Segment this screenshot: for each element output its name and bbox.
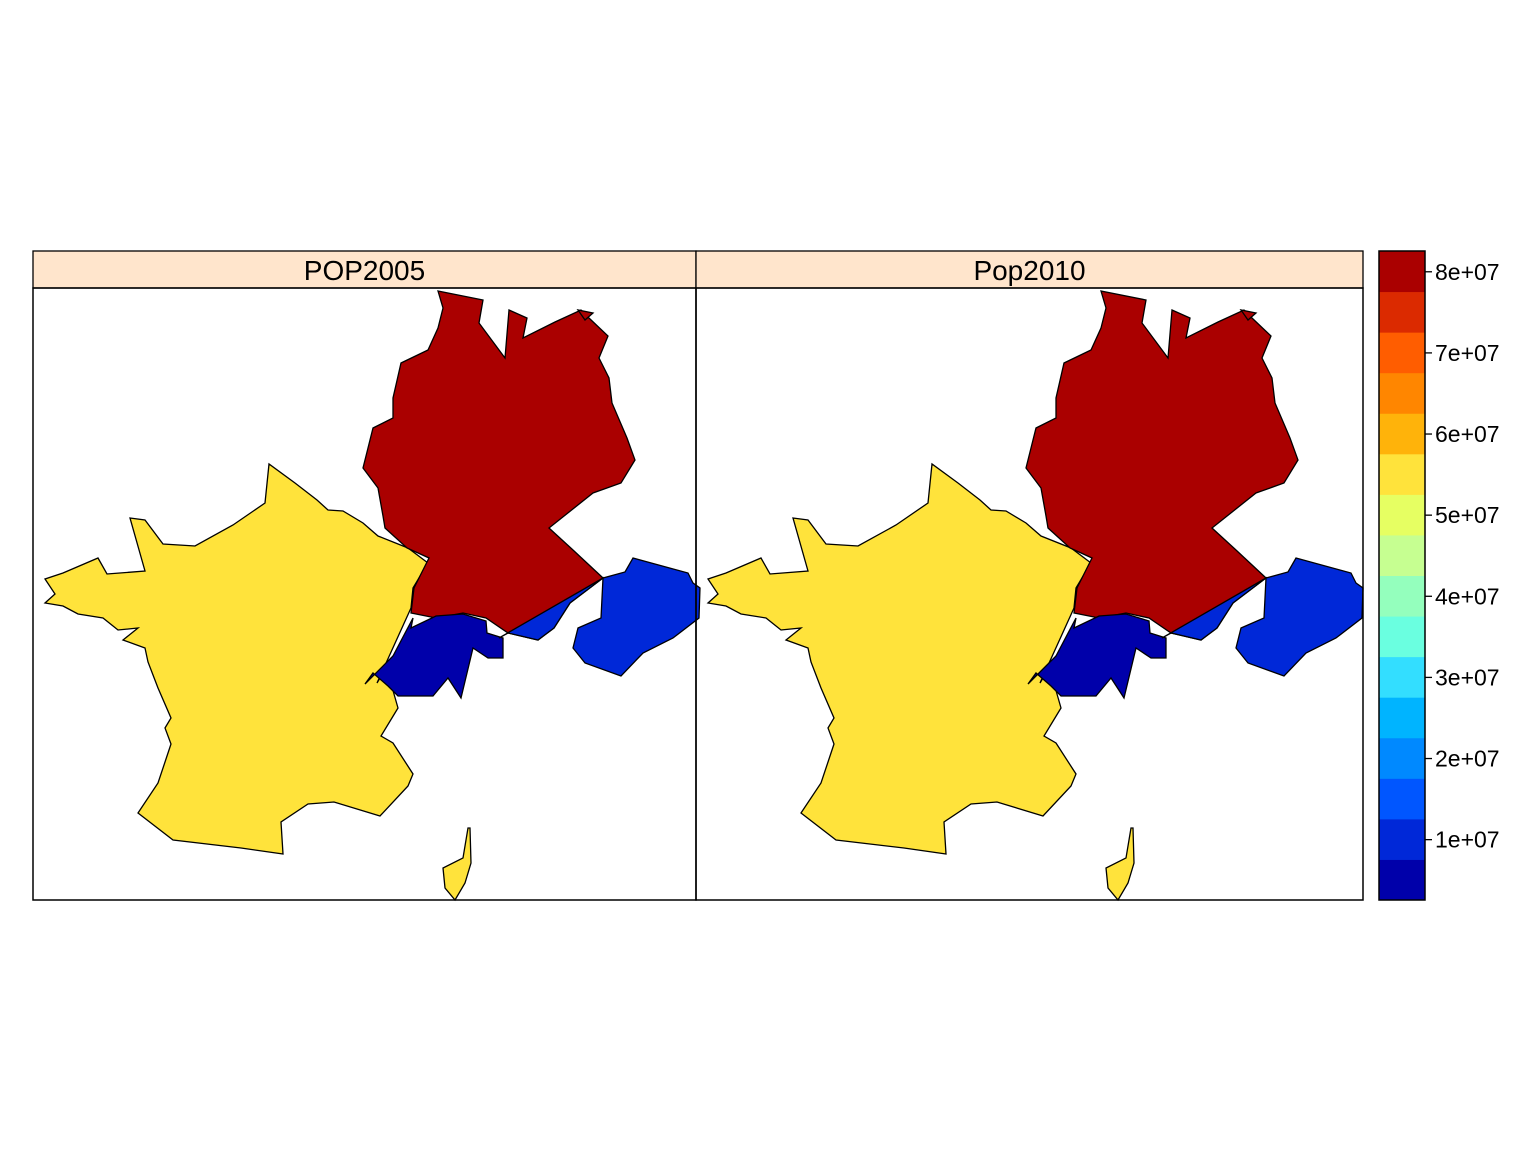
map-area bbox=[44, 290, 701, 901]
key-swatch bbox=[1379, 494, 1425, 536]
region-france[interactable] bbox=[707, 463, 1092, 855]
map-panel-pop2010: Pop2010 bbox=[695, 250, 1364, 901]
key-label: 4e+07 bbox=[1435, 583, 1500, 609]
key-swatch bbox=[1379, 291, 1425, 333]
strip-background bbox=[695, 250, 1364, 289]
region-corsica[interactable] bbox=[442, 827, 472, 901]
key-swatch bbox=[1379, 413, 1425, 455]
key-label: 3e+07 bbox=[1435, 664, 1500, 690]
map-area bbox=[707, 290, 1364, 901]
key-swatch bbox=[1379, 332, 1425, 374]
key-swatch bbox=[1379, 453, 1425, 495]
color-key: 1e+07 2e+07 3e+07 4e+07 5e+07 6e+07 7e+07 8e+07 bbox=[1378, 250, 1500, 901]
key-swatch bbox=[1379, 778, 1425, 820]
key-swatch bbox=[1379, 737, 1425, 779]
strip-label-pop2010: Pop2010 bbox=[973, 255, 1085, 286]
key-swatch bbox=[1379, 534, 1425, 576]
key-border bbox=[1378, 250, 1426, 901]
key-swatch bbox=[1379, 697, 1425, 739]
panel-border bbox=[695, 287, 1364, 901]
strip-background bbox=[32, 250, 697, 289]
key-swatch bbox=[1379, 616, 1425, 658]
key-label: 7e+07 bbox=[1435, 340, 1500, 366]
key-label: 5e+07 bbox=[1435, 502, 1500, 528]
key-swatch bbox=[1379, 251, 1425, 293]
key-label: 2e+07 bbox=[1435, 746, 1500, 772]
key-swatch bbox=[1379, 575, 1425, 617]
key-label: 1e+07 bbox=[1435, 827, 1500, 853]
region-france[interactable] bbox=[44, 463, 429, 855]
key-swatch bbox=[1379, 859, 1425, 901]
key-swatch bbox=[1379, 372, 1425, 414]
key-swatch bbox=[1379, 818, 1425, 860]
map-panel-pop2005: POP2005 bbox=[32, 250, 701, 901]
key-swatch bbox=[1379, 656, 1425, 698]
strip-label-pop2005: POP2005 bbox=[304, 255, 425, 286]
region-corsica[interactable] bbox=[1105, 827, 1135, 901]
key-label: 6e+07 bbox=[1435, 421, 1500, 447]
key-label: 8e+07 bbox=[1435, 259, 1500, 285]
